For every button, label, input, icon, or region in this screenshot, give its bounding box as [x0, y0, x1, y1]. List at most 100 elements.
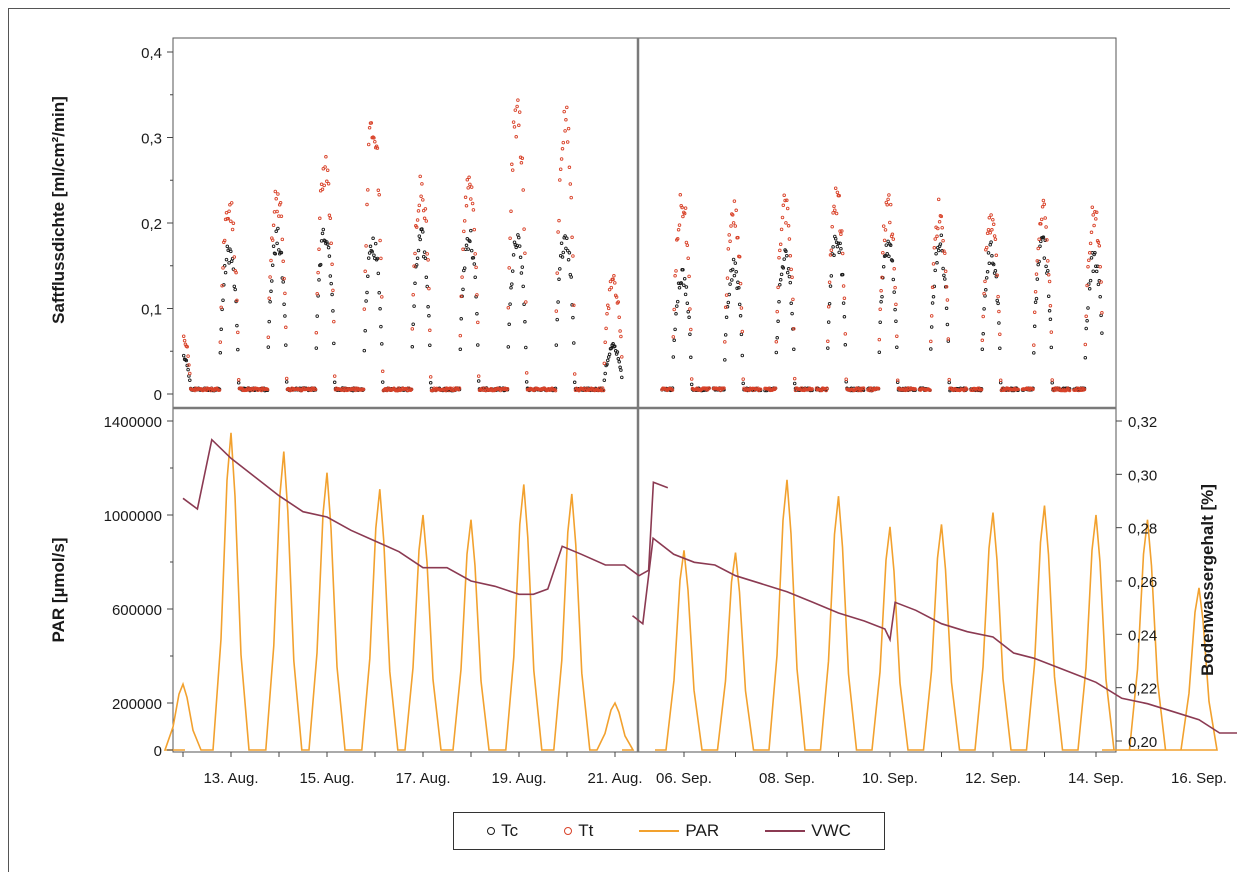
sapflow-point-tc: [184, 358, 189, 363]
sapflow-point-tt: [782, 193, 786, 197]
sapflow-point-tt: [779, 227, 784, 232]
sapflow-point-tc: [895, 345, 899, 349]
y-tick-label-bottom: 1400000: [104, 414, 162, 431]
sapflow-point-tt: [428, 328, 432, 333]
sapflow-point-tc: [618, 365, 622, 370]
sapflow-point-tt: [832, 204, 836, 209]
sapflow-point-tc: [524, 380, 529, 384]
sapflow-point-tt: [677, 223, 682, 227]
sapflow-point-tt: [569, 195, 573, 200]
sapflow-point-tt: [283, 291, 287, 296]
sapflow-point-tt: [505, 386, 510, 391]
sapflow-point-tt: [947, 377, 951, 382]
sapflow-point-tt: [891, 237, 896, 241]
sapflow-point-tc: [879, 299, 883, 304]
sapflow-point-tt: [844, 377, 848, 381]
sapflow-point-tt: [1099, 280, 1103, 284]
sapflow-point-tt: [826, 305, 831, 309]
sapflow-point-tt: [1040, 205, 1045, 209]
sapflow-point-tc: [225, 244, 230, 249]
sapflow-point-tt: [510, 162, 514, 167]
sapflow-point-tt: [893, 285, 897, 290]
sapflow-point-tt: [378, 238, 382, 243]
sapflow-point-tt: [227, 209, 231, 213]
sapflow-point-tc: [984, 288, 988, 292]
sapflow-point-tt: [325, 179, 329, 184]
sapflow-point-tt: [567, 165, 572, 170]
sapflow-point-tt: [520, 156, 525, 160]
sapflow-point-tc: [232, 284, 237, 289]
sapflow-point-tt: [1046, 272, 1051, 277]
sapflow-point-tc: [723, 358, 727, 362]
sapflow-point-tc: [940, 249, 944, 253]
sapflow-point-tt: [989, 213, 993, 217]
sapflow-point-tc: [181, 353, 186, 358]
sapflow-point-tt: [462, 229, 466, 234]
sapflow-point-tt: [236, 378, 241, 382]
sapflow-point-tt: [686, 256, 690, 260]
sapflow-point-tc: [372, 253, 376, 257]
sapflow-point-tc: [380, 342, 384, 346]
sapflow-point-tc: [774, 350, 779, 355]
sapflow-point-tc: [284, 343, 288, 347]
sapflow-point-tc: [737, 302, 742, 307]
sapflow-point-tt: [561, 140, 566, 145]
sapflow-point-tt: [1097, 243, 1102, 248]
sapflow-point-tc: [570, 303, 574, 307]
sapflow-point-tt: [219, 305, 223, 310]
sapflow-point-tc: [464, 243, 469, 248]
sapflow-point-tt: [618, 329, 622, 333]
sapflow-point-tc: [787, 274, 792, 279]
sapflow-point-tt: [514, 135, 518, 139]
y2-tick-label: 0,20: [1128, 734, 1157, 751]
sapflow-point-tt: [835, 190, 840, 195]
sapflow-point-tc: [321, 227, 326, 232]
sapflow-point-tt: [512, 125, 517, 129]
x-tick-label: 15. Aug.: [299, 770, 354, 787]
sapflow-point-tt: [468, 182, 472, 187]
sapflow-point-tc: [997, 321, 1001, 325]
sapflow-point-tc: [466, 247, 470, 251]
sapflow-point-tc: [416, 248, 421, 253]
sapflow-point-tc: [328, 274, 333, 278]
sapflow-point-tt: [841, 284, 846, 288]
sapflow-point-tc: [681, 268, 685, 272]
sapflow-point-tc: [737, 286, 741, 290]
sapflow-point-tc: [894, 319, 898, 323]
sapflow-point-tt: [984, 245, 989, 250]
sapflow-point-tt: [423, 207, 428, 211]
sapflow-point-tt: [276, 192, 280, 196]
legend-item-tt: Tt: [564, 821, 593, 841]
sapflow-point-tt: [513, 108, 518, 112]
sapflow-point-tt: [998, 378, 1003, 382]
sapflow-point-tc: [828, 284, 833, 288]
sapflow-point-tt: [564, 118, 568, 122]
sapflow-point-tc: [609, 346, 614, 351]
sapflow-point-tc: [524, 345, 528, 350]
sapflow-point-tt: [414, 225, 419, 229]
sapflow-point-tt: [945, 298, 950, 302]
sapflow-point-tt: [380, 295, 384, 299]
x-tick-label: 21. Aug.: [587, 770, 642, 787]
sapflow-point-tt: [946, 337, 951, 341]
sapflow-point-tc: [606, 358, 610, 363]
sapflow-point-tc: [984, 276, 989, 280]
sapflow-point-tc: [269, 289, 273, 294]
sapflow-point-tt: [689, 327, 693, 332]
sapflow-point-tc: [572, 341, 576, 345]
sapflow-point-tt: [273, 189, 278, 194]
sapflow-point-tc: [728, 282, 732, 286]
sapflow-point-tc: [936, 248, 941, 253]
sapflow-point-tc: [736, 280, 740, 285]
sapflow-point-tt: [1032, 310, 1037, 314]
sapflow-point-tt: [888, 202, 893, 207]
sapflow-point-tt: [1093, 210, 1097, 214]
sapflow-point-tc: [314, 346, 319, 350]
sapflow-point-tt: [775, 309, 779, 314]
sapflow-point-tc: [674, 312, 678, 316]
sapflow-point-tt: [773, 386, 778, 391]
sapflow-point-tt: [774, 340, 779, 344]
sapflow-point-tc: [996, 301, 1000, 306]
sapflow-point-tc: [274, 229, 278, 234]
